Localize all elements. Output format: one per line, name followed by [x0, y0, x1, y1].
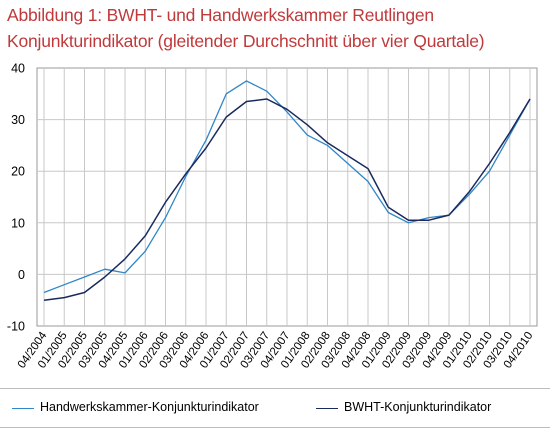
legend: Handwerkskammer-Konjunkturindikator BWHT… [0, 388, 550, 428]
line-chart: -1001020304004/200401/200502/200503/2005… [7, 62, 538, 371]
legend-label-bwht: BWHT-Konjunkturindikator [344, 400, 492, 414]
y-tick-label: 40 [11, 62, 25, 76]
legend-swatch-handwerkskammer [12, 408, 34, 409]
legend-swatch-bwht [316, 408, 338, 409]
legend-label-handwerkskammer: Handwerkskammer-Konjunkturindikator [40, 400, 259, 414]
y-tick-label: 10 [11, 216, 25, 230]
y-tick-label: 0 [18, 268, 25, 282]
y-tick-label: -10 [7, 320, 25, 334]
series-line-bwht [43, 98, 531, 301]
chart-title-line-1: Abbildung 1: BWHT- und Handwerkskammer R… [7, 5, 434, 25]
y-tick-label: 20 [11, 165, 25, 179]
y-tick-label: 30 [11, 113, 25, 127]
chart-title-line-2: Konjunkturindikator (gleitender Durchsch… [7, 31, 485, 51]
